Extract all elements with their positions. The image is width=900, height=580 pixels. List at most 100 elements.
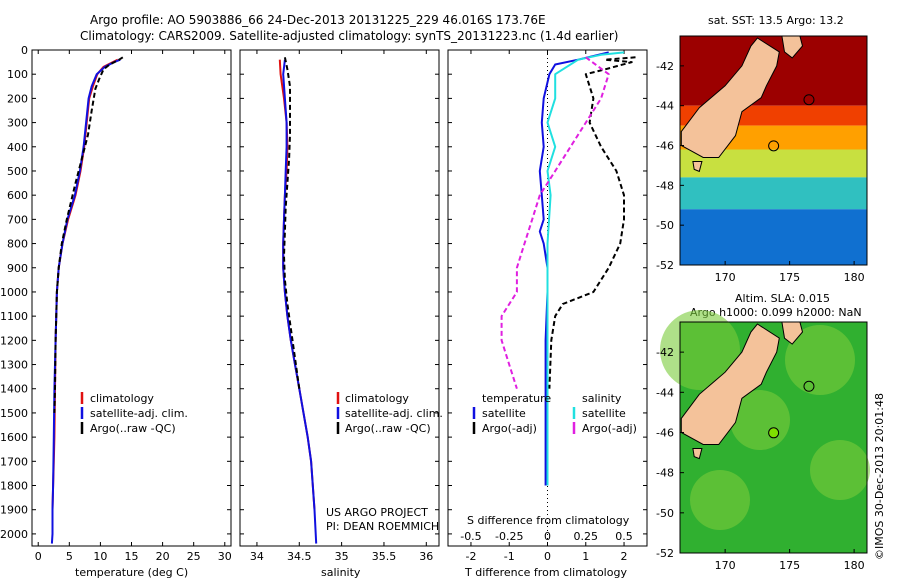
legend-climatology: climatology [345, 392, 409, 405]
chatham-contour [803, 94, 815, 106]
map-x-tick-label: 175 [779, 271, 800, 284]
depth-tick-label: 1200 [0, 334, 28, 347]
figure-title-line1: Argo profile: AO 5903886_66 24-Dec-2013 … [90, 13, 546, 27]
legend-temperature-satellite: satellite [482, 407, 526, 420]
map-x-tick-label: 170 [715, 271, 736, 284]
depth-tick-label: 2000 [0, 528, 28, 541]
sla-patch [810, 440, 870, 500]
depth-tick-label: 1000 [0, 286, 28, 299]
temperature-legend: climatology satellite-adj. clim. Argo(..… [80, 392, 188, 435]
project-line2: PI: DEAN ROEMMICH [326, 520, 439, 533]
project-line1: US ARGO PROJECT [326, 506, 428, 519]
depth-tick-label: 700 [7, 213, 28, 226]
figure-title-line2: Climatology: CARS2009. Satellite-adjuste… [80, 29, 618, 43]
map-y-tick-label: -46 [656, 140, 674, 153]
difference-temperature-argo-adj--line [548, 56, 636, 389]
difference-salinity-satellite-line [546, 51, 625, 486]
sst-map-title: sat. SST: 13.5 Argo: 13.2 [708, 14, 844, 27]
map-y-tick-label: -50 [656, 219, 674, 232]
x-tick-label: 5 [66, 550, 73, 563]
depth-tick-label: 600 [7, 189, 28, 202]
credit-stamp: ©IMOS 30-Dec-2013 20:01:48 [873, 393, 886, 560]
argo-position-marker [768, 427, 780, 439]
map-x-tick-label: 180 [844, 271, 865, 284]
x-tick-label: -1 [504, 550, 515, 563]
map-y-tick-label: -42 [656, 60, 674, 73]
sla-patch [785, 325, 855, 395]
depth-tick-label: 900 [7, 262, 28, 275]
depth-tick-label: 100 [7, 68, 28, 81]
x-tick-label: 35 [335, 550, 349, 563]
x-tick-label: 36 [419, 550, 433, 563]
sst-map [679, 35, 868, 266]
stewart-island-land [692, 448, 703, 460]
x-tick-label: 15 [125, 550, 139, 563]
series-lines-layer [50, 50, 636, 546]
depth-tick-label: 1100 [0, 310, 28, 323]
x-tick-label: -2 [465, 550, 476, 563]
stewart-island-land [692, 161, 703, 173]
salinity-satellite-adj-clim--line [282, 59, 318, 544]
sst-band [680, 177, 867, 210]
sst-band [680, 209, 867, 265]
depth-tick-label: 1300 [0, 359, 28, 372]
legend-temperature-argo: Argo(-adj) [482, 422, 537, 435]
difference-temperature-satellite-line [538, 51, 609, 486]
map-frame [679, 321, 868, 554]
x-tick-label: 10 [93, 550, 107, 563]
map-x-tick-label: 175 [779, 559, 800, 572]
x-tick-label: 0 [35, 550, 42, 563]
salinity-plot-frame [239, 49, 440, 547]
temperature-plot-frame [31, 49, 232, 547]
legend-temperature-heading: temperature [482, 392, 551, 405]
legend-climatology: climatology [90, 392, 154, 405]
map-frame [679, 35, 868, 266]
x-tick-label: 30 [218, 550, 232, 563]
map-x-tick-label: 170 [715, 559, 736, 572]
south-island-land [680, 37, 780, 158]
x-tick-label: 34.5 [287, 550, 312, 563]
depth-tick-label: 1600 [0, 431, 28, 444]
salinity-legend: climatology satellite-adj. clim. Argo(..… [336, 392, 443, 435]
south-island-land [680, 323, 780, 445]
depth-tick-label: 800 [7, 238, 28, 251]
chatham-contour [803, 380, 815, 392]
depth-tick-label: 1400 [0, 383, 28, 396]
x-tick-label: 34 [250, 550, 264, 563]
depth-tick-label: 0 [21, 44, 28, 57]
depth-tick-label: 1900 [0, 504, 28, 517]
x-tick-label: 1 [582, 550, 589, 563]
map-x-tick-label: 180 [844, 559, 865, 572]
legend-argo: Argo(..raw -QC) [345, 422, 431, 435]
map-y-tick-label: -50 [656, 507, 674, 520]
argo-position-marker [768, 140, 780, 152]
depth-tick-label: 400 [7, 141, 28, 154]
x-tick-label: 0 [544, 550, 551, 563]
map-y-tick-label: -44 [656, 100, 674, 113]
top-tick-label: 0.25 [574, 530, 599, 543]
sla-map-title-line2: Argo h1000: 0.099 h2000: NaN [690, 306, 862, 319]
sla-patch [690, 470, 750, 530]
axis-ticks-layer: 0100200300400500600700800900100011001200… [0, 44, 647, 563]
depth-tick-label: 1500 [0, 407, 28, 420]
depth-tick-label: 1700 [0, 455, 28, 468]
legend-salinity-argo: Argo(-adj) [582, 422, 637, 435]
map-y-tick-label: -44 [656, 386, 674, 399]
legend-salinity-satellite: satellite [582, 407, 626, 420]
sla-map-title-line1: Altim. SLA: 0.015 [735, 292, 830, 305]
x-tick-label: 2 [621, 550, 628, 563]
legend-argo: Argo(..raw -QC) [90, 422, 176, 435]
map-y-tick-label: -46 [656, 426, 674, 439]
legend-satellite-adj: satellite-adj. clim. [345, 407, 443, 420]
salinity-argo-raw-qc--line [283, 57, 301, 389]
depth-tick-label: 500 [7, 165, 28, 178]
sla-map [660, 310, 870, 554]
difference-top-axis-label: S difference from climatology [467, 514, 630, 527]
map-y-tick-label: -48 [656, 467, 674, 480]
depth-tick-label: 1800 [0, 480, 28, 493]
x-tick-label: 35.5 [372, 550, 397, 563]
top-tick-label: -0.25 [495, 530, 523, 543]
top-tick-label: 0.5 [615, 530, 633, 543]
depth-tick-label: 300 [7, 117, 28, 130]
